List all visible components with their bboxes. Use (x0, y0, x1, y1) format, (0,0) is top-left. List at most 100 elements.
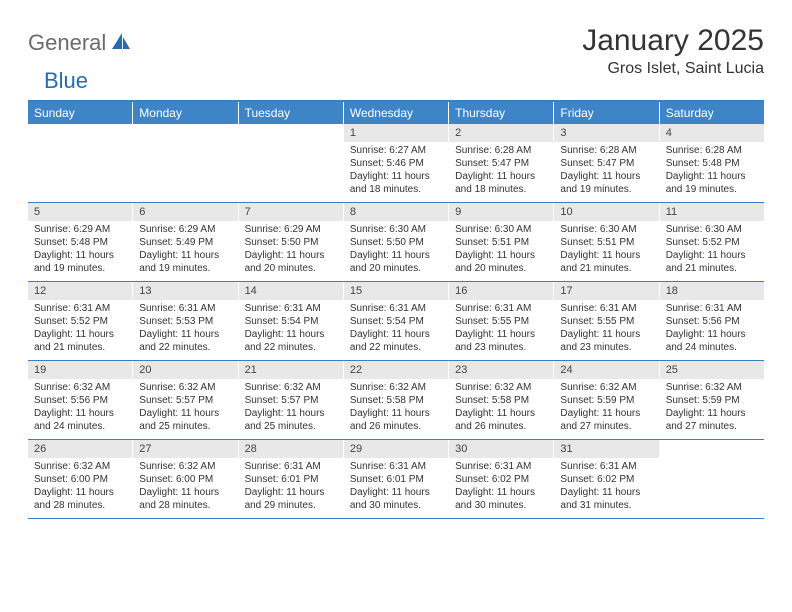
day-cell: 5Sunrise: 6:29 AMSunset: 5:48 PMDaylight… (28, 203, 133, 281)
day-line: Daylight: 11 hours and 22 minutes. (350, 328, 442, 354)
day-cell: 2Sunrise: 6:28 AMSunset: 5:47 PMDaylight… (449, 124, 554, 202)
day-line: Sunrise: 6:29 AM (139, 223, 231, 236)
day-line: Daylight: 11 hours and 29 minutes. (245, 486, 337, 512)
day-line: Sunset: 5:46 PM (350, 157, 442, 170)
day-line: Daylight: 11 hours and 21 minutes. (666, 249, 758, 275)
day-number: 3 (554, 124, 658, 142)
day-line: Daylight: 11 hours and 21 minutes. (34, 328, 126, 354)
day-line: Daylight: 11 hours and 26 minutes. (350, 407, 442, 433)
day-body: Sunrise: 6:30 AMSunset: 5:52 PMDaylight:… (660, 221, 764, 279)
day-body: Sunrise: 6:31 AMSunset: 6:01 PMDaylight:… (344, 458, 448, 516)
day-line: Sunset: 5:55 PM (455, 315, 547, 328)
day-number: 12 (28, 282, 132, 300)
day-cell (239, 124, 344, 202)
day-number: 31 (554, 440, 658, 458)
day-cell: 8Sunrise: 6:30 AMSunset: 5:50 PMDaylight… (344, 203, 449, 281)
day-number: 2 (449, 124, 553, 142)
day-number: 13 (133, 282, 237, 300)
day-line: Sunrise: 6:32 AM (34, 460, 126, 473)
day-line: Daylight: 11 hours and 20 minutes. (350, 249, 442, 275)
day-number: 4 (660, 124, 764, 142)
day-number: 15 (344, 282, 448, 300)
day-line: Sunset: 5:51 PM (560, 236, 652, 249)
day-body: Sunrise: 6:30 AMSunset: 5:50 PMDaylight:… (344, 221, 448, 279)
day-line: Daylight: 11 hours and 25 minutes. (139, 407, 231, 433)
day-line: Sunrise: 6:31 AM (455, 460, 547, 473)
day-body: Sunrise: 6:32 AMSunset: 5:57 PMDaylight:… (239, 379, 343, 437)
day-line: Daylight: 11 hours and 24 minutes. (34, 407, 126, 433)
day-number: 14 (239, 282, 343, 300)
day-line: Daylight: 11 hours and 23 minutes. (560, 328, 652, 354)
day-line: Sunset: 5:58 PM (455, 394, 547, 407)
day-line: Sunset: 5:54 PM (245, 315, 337, 328)
day-line: Daylight: 11 hours and 25 minutes. (245, 407, 337, 433)
day-line: Sunset: 5:47 PM (560, 157, 652, 170)
day-line: Sunrise: 6:31 AM (245, 302, 337, 315)
day-line: Sunset: 6:02 PM (560, 473, 652, 486)
weekday-header: Sunday (28, 102, 133, 124)
day-line: Sunrise: 6:28 AM (666, 144, 758, 157)
day-body (239, 142, 343, 148)
weekday-header: Saturday (660, 102, 764, 124)
day-line: Sunset: 6:01 PM (350, 473, 442, 486)
day-line: Daylight: 11 hours and 20 minutes. (455, 249, 547, 275)
day-cell: 20Sunrise: 6:32 AMSunset: 5:57 PMDayligh… (133, 361, 238, 439)
weekday-row: SundayMondayTuesdayWednesdayThursdayFrid… (28, 102, 764, 124)
week-row: 26Sunrise: 6:32 AMSunset: 6:00 PMDayligh… (28, 440, 764, 519)
day-number: 19 (28, 361, 132, 379)
day-body: Sunrise: 6:32 AMSunset: 5:58 PMDaylight:… (344, 379, 448, 437)
day-body: Sunrise: 6:28 AMSunset: 5:48 PMDaylight:… (660, 142, 764, 200)
day-line: Daylight: 11 hours and 22 minutes. (245, 328, 337, 354)
day-body (28, 142, 132, 148)
day-body: Sunrise: 6:29 AMSunset: 5:49 PMDaylight:… (133, 221, 237, 279)
day-line: Sunset: 5:57 PM (245, 394, 337, 407)
day-line: Sunrise: 6:32 AM (666, 381, 758, 394)
day-body: Sunrise: 6:32 AMSunset: 5:56 PMDaylight:… (28, 379, 132, 437)
weeks-container: 1Sunrise: 6:27 AMSunset: 5:46 PMDaylight… (28, 124, 764, 519)
day-line: Daylight: 11 hours and 22 minutes. (139, 328, 231, 354)
logo-text-blue: Blue (44, 68, 88, 94)
day-line: Sunset: 5:52 PM (666, 236, 758, 249)
day-line: Sunrise: 6:29 AM (34, 223, 126, 236)
weekday-header: Friday (554, 102, 659, 124)
day-line: Daylight: 11 hours and 28 minutes. (34, 486, 126, 512)
logo-text-general: General (28, 30, 106, 56)
weekday-header: Tuesday (239, 102, 344, 124)
day-body: Sunrise: 6:32 AMSunset: 6:00 PMDaylight:… (133, 458, 237, 516)
day-cell: 10Sunrise: 6:30 AMSunset: 5:51 PMDayligh… (554, 203, 659, 281)
day-number: 29 (344, 440, 448, 458)
day-line: Sunset: 6:00 PM (139, 473, 231, 486)
day-line: Daylight: 11 hours and 21 minutes. (560, 249, 652, 275)
day-number: 22 (344, 361, 448, 379)
day-cell: 22Sunrise: 6:32 AMSunset: 5:58 PMDayligh… (344, 361, 449, 439)
day-line: Sunrise: 6:31 AM (245, 460, 337, 473)
day-line: Sunrise: 6:31 AM (560, 460, 652, 473)
day-line: Sunrise: 6:31 AM (455, 302, 547, 315)
title-block: January 2025 Gros Islet, Saint Lucia (582, 24, 764, 78)
day-line: Daylight: 11 hours and 18 minutes. (455, 170, 547, 196)
day-body: Sunrise: 6:27 AMSunset: 5:46 PMDaylight:… (344, 142, 448, 200)
day-number: 6 (133, 203, 237, 221)
sail-icon (110, 31, 132, 56)
day-body: Sunrise: 6:29 AMSunset: 5:50 PMDaylight:… (239, 221, 343, 279)
day-line: Sunset: 5:48 PM (666, 157, 758, 170)
day-line: Sunrise: 6:30 AM (666, 223, 758, 236)
day-cell (28, 124, 133, 202)
day-body: Sunrise: 6:31 AMSunset: 5:52 PMDaylight:… (28, 300, 132, 358)
day-body: Sunrise: 6:31 AMSunset: 5:55 PMDaylight:… (449, 300, 553, 358)
day-line: Sunset: 6:01 PM (245, 473, 337, 486)
day-cell: 28Sunrise: 6:31 AMSunset: 6:01 PMDayligh… (239, 440, 344, 518)
day-line: Sunset: 5:50 PM (245, 236, 337, 249)
day-line: Daylight: 11 hours and 19 minutes. (666, 170, 758, 196)
day-line: Sunrise: 6:32 AM (139, 381, 231, 394)
day-line: Sunrise: 6:31 AM (139, 302, 231, 315)
day-cell: 4Sunrise: 6:28 AMSunset: 5:48 PMDaylight… (660, 124, 764, 202)
day-line: Daylight: 11 hours and 24 minutes. (666, 328, 758, 354)
week-row: 5Sunrise: 6:29 AMSunset: 5:48 PMDaylight… (28, 203, 764, 282)
day-line: Daylight: 11 hours and 19 minutes. (560, 170, 652, 196)
day-cell: 12Sunrise: 6:31 AMSunset: 5:52 PMDayligh… (28, 282, 133, 360)
day-number: 30 (449, 440, 553, 458)
day-line: Daylight: 11 hours and 26 minutes. (455, 407, 547, 433)
day-line: Sunrise: 6:31 AM (560, 302, 652, 315)
day-body (660, 458, 764, 464)
